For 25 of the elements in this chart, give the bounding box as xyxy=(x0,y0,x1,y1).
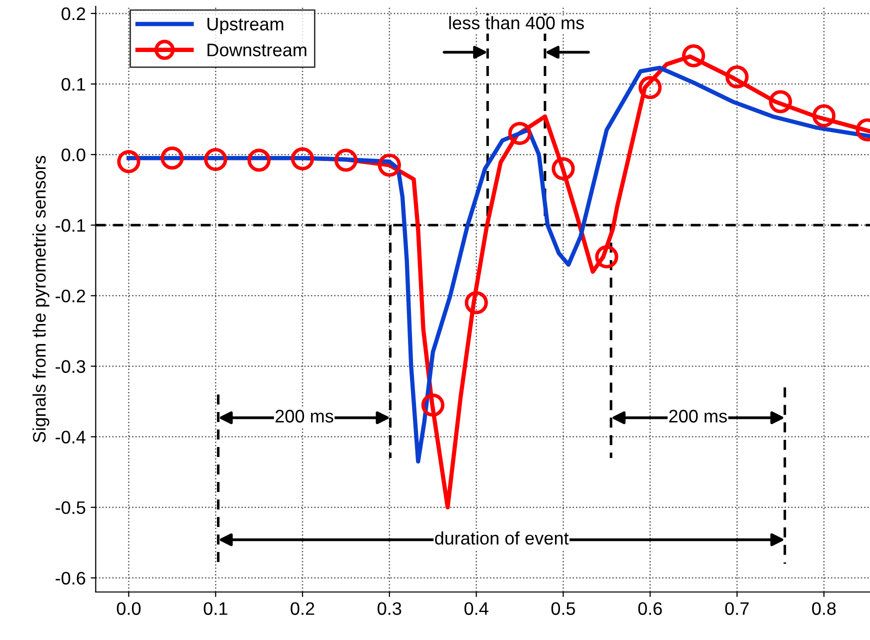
y-tick-label: -0.1 xyxy=(56,219,86,232)
x-tick-label: 0.1 xyxy=(204,602,228,615)
annotation: 200 ms xyxy=(276,410,334,423)
x-tick-label: 0.2 xyxy=(290,602,314,615)
annotation: less than 400 ms xyxy=(449,16,584,30)
y-tick-label: -0.2 xyxy=(56,290,86,302)
legend-label: Upstream xyxy=(208,18,284,34)
y-axis-title: Signals from the pyrometric sensors xyxy=(32,156,50,442)
annotation: 200 ms xyxy=(669,410,727,423)
y-tick-label: 0.1 xyxy=(62,78,86,91)
y-tick-label: -0.3 xyxy=(56,360,86,373)
x-tick-label: 0.3 xyxy=(378,602,402,615)
annotation: duration of event xyxy=(435,531,569,545)
y-tick-label: -0.4 xyxy=(56,430,86,444)
legend-label: Downstream xyxy=(208,44,306,56)
y-tick-label: 0.2 xyxy=(62,7,86,20)
x-tick-label: 0.7 xyxy=(725,602,749,615)
x-tick-label: 0.4 xyxy=(464,602,488,615)
y-tick-label: 0.0 xyxy=(62,148,86,162)
y-tick-label: -0.6 xyxy=(56,572,86,585)
x-tick-label: 0.8 xyxy=(812,602,836,615)
x-tick-label: 0.0 xyxy=(116,602,141,615)
y-tick-label: -0.5 xyxy=(56,501,86,514)
x-tick-label: 0.6 xyxy=(638,602,662,615)
x-tick-label: 0.5 xyxy=(551,602,576,615)
